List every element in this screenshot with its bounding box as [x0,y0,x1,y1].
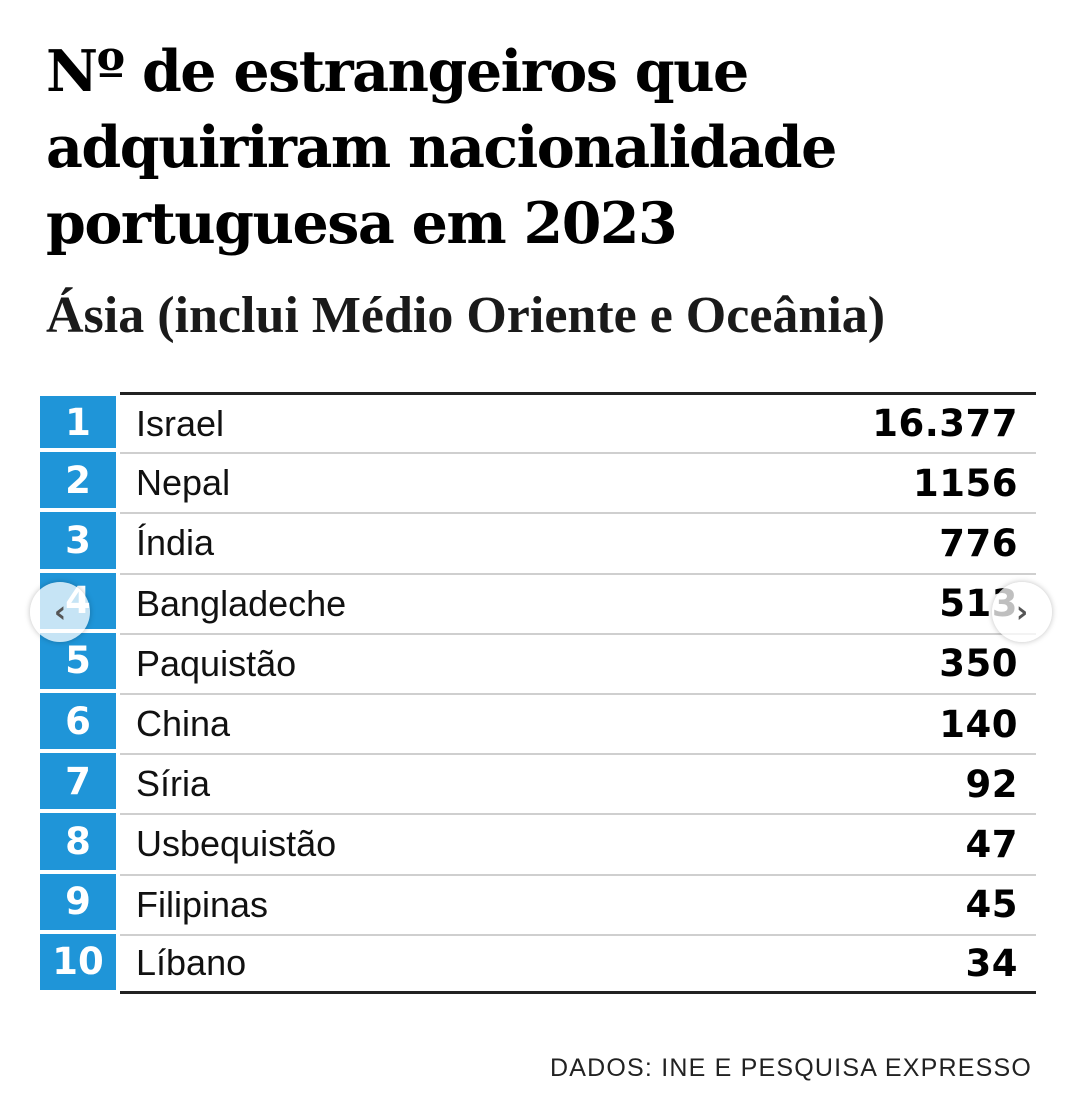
page-title: Nº de estrangeiros que adquiriram nacion… [46,38,837,257]
country-value: 16.377 [872,402,1018,446]
row-cell: Bangladeche 513 [120,572,1036,633]
row-cell: Síria 92 [120,753,1036,813]
rank-badge: 7 [40,753,116,814]
country-name: Israel [136,402,225,444]
rank-badge: 1 [40,392,116,453]
country-value: 1156 [913,461,1018,505]
country-value: 34 [965,941,1018,985]
rank-badge: 9 [40,873,116,934]
row-cell: Usbequistão 47 [120,813,1036,873]
table-row: 8 Usbequistão 47 [40,813,1036,874]
data-source: DADOS: INE E PESQUISA EXPRESSO [550,1054,1032,1082]
table-row: 6 China 140 [40,692,1036,754]
ranking-table: 1 Israel 16.377 2 Nepal 1156 3 Índia 776… [40,392,1036,994]
row-cell: China 140 [120,692,1036,753]
table-row: 7 Síria 92 [40,753,1036,814]
country-name: Líbano [136,942,247,984]
row-cell: Nepal 1156 [120,452,1036,512]
rank-badge: 5 [40,632,116,693]
country-value: 92 [965,762,1018,806]
previous-slide-button[interactable]: ‹ [30,582,90,642]
country-name: Filipinas [136,883,269,925]
country-name: Bangladeche [136,582,347,624]
country-value: 45 [965,883,1018,927]
row-cell: Israel 16.377 [120,392,1036,452]
rank-badge: 2 [40,452,116,513]
country-value: 140 [939,702,1018,746]
table-row: 2 Nepal 1156 [40,452,1036,513]
row-cell: Filipinas 45 [120,873,1036,934]
rank-badge: 3 [40,512,116,573]
table-row: 5 Paquistão 350 [40,632,1036,693]
country-value: 47 [965,822,1018,866]
table-row: 3 Índia 776 [40,512,1036,573]
country-value: 350 [939,642,1018,686]
country-value: 776 [939,521,1018,565]
chevron-right-icon: › [1015,594,1029,630]
table-row: 1 Israel 16.377 [40,392,1036,453]
country-name: Paquistão [136,642,297,684]
row-cell: Líbano 34 [120,933,1036,994]
table-row: 4 Bangladeche 513 [40,572,1036,633]
next-slide-button[interactable]: › [992,582,1052,642]
row-cell: Paquistão 350 [120,632,1036,693]
rank-badge: 10 [40,933,116,994]
page-subtitle: Ásia (inclui Médio Oriente e Oceânia) [46,287,886,344]
chevron-left-icon: ‹ [53,594,67,630]
table-row: 10 Líbano 34 [40,933,1036,994]
row-cell: Índia 776 [120,512,1036,572]
table-row: 9 Filipinas 45 [40,873,1036,934]
rank-badge: 8 [40,813,116,874]
country-name: Síria [136,763,211,805]
country-name: Índia [136,522,215,564]
country-name: Nepal [136,462,231,504]
country-name: Usbequistão [136,823,337,865]
country-name: China [136,703,231,745]
rank-badge: 6 [40,692,116,754]
